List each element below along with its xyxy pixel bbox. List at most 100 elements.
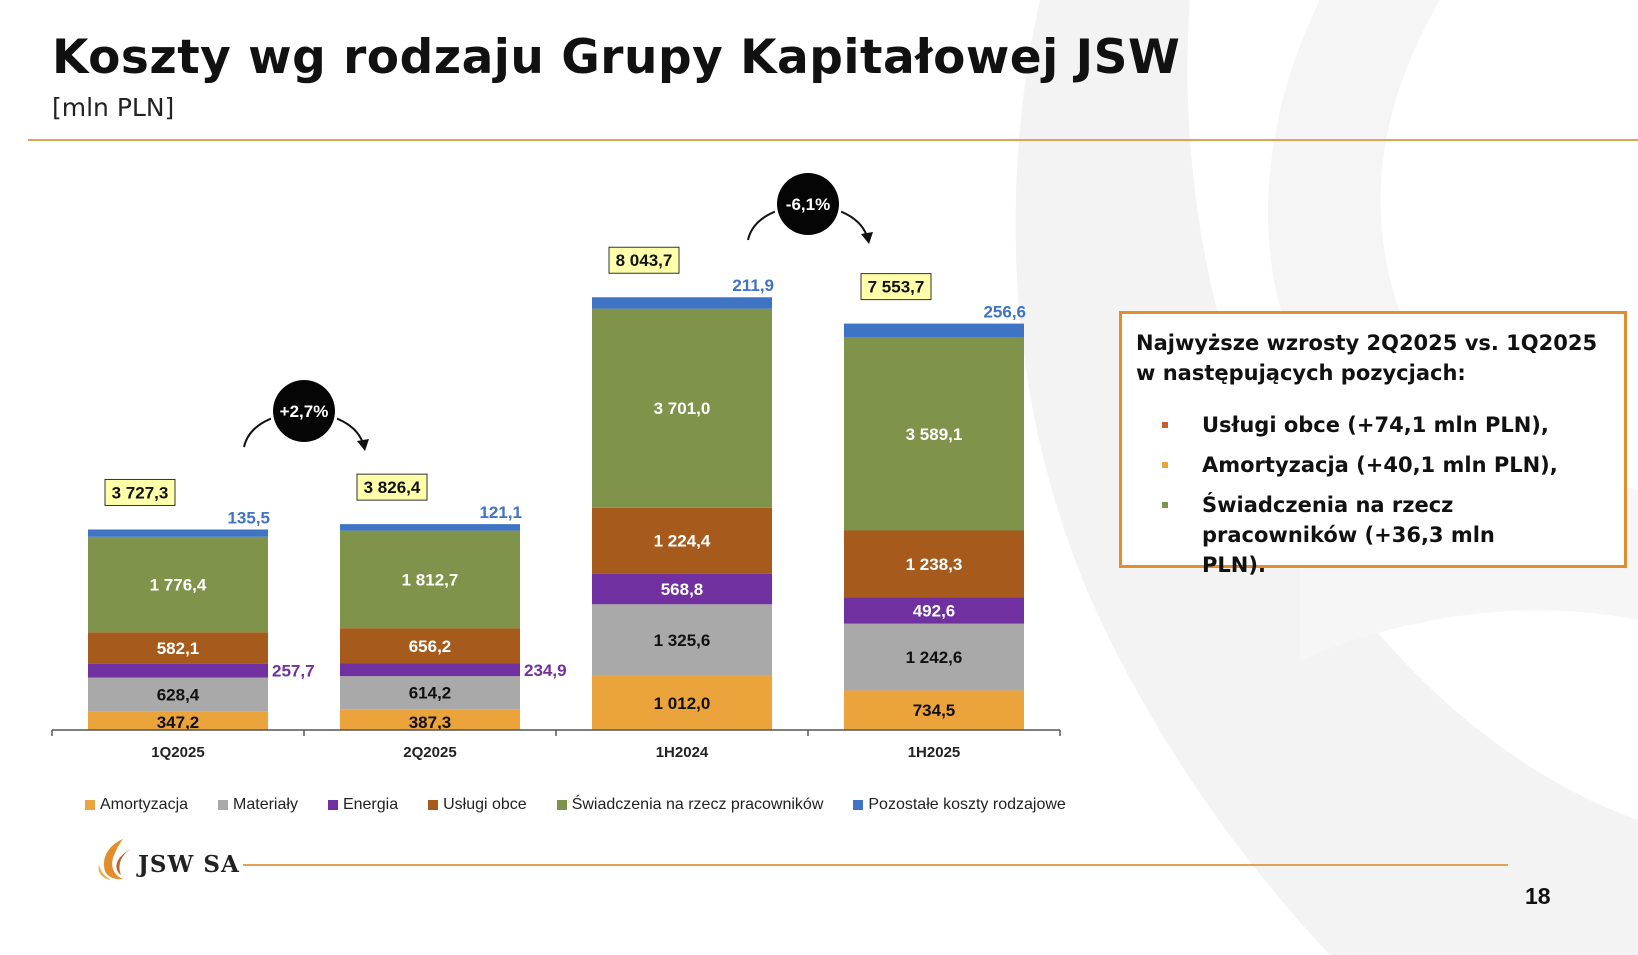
bar-1H2025-usługi-obce: [844, 530, 1024, 598]
info-item-text: Usługi obce (+74,1 mln PLN),: [1202, 413, 1549, 437]
info-item-amortyzacja: Amortyzacja (+40,1 mln PLN),: [1136, 450, 1608, 480]
change-circle: [273, 380, 335, 442]
bar-1Q2025-pozostałe-koszty-rodzajowe: [88, 529, 268, 537]
legend-item: Amortyzacja: [85, 796, 188, 814]
data-label: 1 238,3: [906, 555, 963, 574]
chart-legend: Amortyzacja Materiały Energia Usługi obce Św…: [85, 796, 1066, 814]
total-label-box: [104, 478, 176, 506]
data-label: 234,9: [524, 661, 567, 680]
info-heading: Najwyższe wzrosty 2Q2025 vs. 1Q2025 w na…: [1136, 328, 1608, 388]
bar-2Q2025-amortyzacja: [340, 709, 520, 730]
total-label-box: [860, 273, 932, 301]
info-item-uslugi-obce: Usługi obce (+74,1 mln PLN),: [1136, 410, 1608, 440]
bar-1H2025-świadczenia-na-rzecz-pracowników: [844, 337, 1024, 531]
legend-swatch: [327, 800, 338, 810]
data-label: 614,2: [409, 684, 452, 703]
bar-1H2024-świadczenia-na-rzecz-pracowników: [592, 308, 772, 508]
legend-label: Energia: [342, 796, 399, 813]
total-label: 3 727,3: [112, 483, 169, 502]
change-circle: [777, 173, 839, 235]
data-label: 121,1: [479, 503, 522, 522]
legend-swatch: [556, 800, 567, 810]
bar-1H2024-pozostałe-koszty-rodzajowe: [592, 297, 772, 309]
total-label-box: [356, 473, 428, 501]
logo-text: JSW SA: [138, 850, 240, 878]
bar-1H2024-usługi-obce: [592, 507, 772, 574]
data-label: 211,9: [732, 276, 774, 295]
info-item-text: Świadczenia na rzecz pracowników (+36,3 …: [1202, 493, 1495, 577]
data-label: 628,4: [157, 685, 200, 704]
info-item-swiadczenia: Świadczenia na rzecz pracowników (+36,3 …: [1136, 490, 1608, 580]
page-subtitle: [mln PLN]: [52, 93, 175, 122]
x-tick-label: 1H2024: [656, 744, 709, 761]
x-tick-label: 1H2025: [908, 744, 961, 761]
data-label: 1 325,6: [654, 631, 711, 650]
legend-label: Świadczenia na rzecz pracowników: [571, 796, 824, 813]
footer-divider: [243, 864, 1508, 866]
bullet-icon: [1162, 422, 1168, 428]
data-label: 257,7: [272, 662, 315, 681]
logo-flame-icon: [98, 839, 131, 880]
legend-swatch: [85, 800, 95, 810]
change-indicator: -6,1%: [747, 170, 873, 244]
bar-1Q2025-amortyzacja: [88, 711, 268, 730]
bar-1Q2025-usługi-obce: [88, 632, 268, 664]
bar-1Q2025-materiały: [88, 677, 268, 712]
bar-1Q2025-świadczenia-na-rzecz-pracowników: [88, 536, 268, 633]
info-heading-line-1: Najwyższe wzrosty 2Q2025 vs. 1Q2025: [1136, 331, 1598, 355]
data-label: 1 224,4: [654, 532, 711, 551]
legend-label: Pozostałe koszty rodzajowe: [868, 796, 1066, 813]
data-label: 3 589,1: [906, 425, 963, 444]
legend-item: Pozostałe koszty rodzajowe: [853, 796, 1066, 814]
bullet-icon: [1162, 462, 1168, 468]
bar-2Q2025-energia: [340, 663, 520, 677]
bar-2Q2025-pozostałe-koszty-rodzajowe: [340, 524, 520, 531]
bar-2Q2025-usługi-obce: [340, 628, 520, 664]
legend-swatch: [853, 800, 864, 810]
company-logo: JSW SA: [93, 835, 240, 881]
change-indicator: +2,7%: [243, 377, 369, 451]
data-label: 347,2: [157, 713, 200, 732]
page-number: 18: [1525, 883, 1551, 909]
legend-item: Usługi obce: [428, 796, 527, 814]
info-list: Usługi obce (+74,1 mln PLN), Amortyzacja…: [1136, 410, 1608, 580]
header-divider: [28, 139, 1638, 141]
data-label: 256,6: [983, 303, 1026, 322]
data-label: 387,3: [409, 713, 452, 732]
data-label: 734,5: [913, 701, 956, 720]
bar-1Q2025-energia: [88, 663, 268, 678]
data-label: 1 242,6: [906, 648, 963, 667]
legend-item: Energia: [327, 796, 399, 814]
arrowhead-icon: [861, 232, 873, 244]
legend-item: Materiały: [218, 796, 298, 814]
info-item-text: Amortyzacja (+40,1 mln PLN),: [1202, 453, 1558, 477]
data-label: 1 012,0: [654, 694, 711, 713]
bar-2Q2025-świadczenia-na-rzecz-pracowników: [340, 530, 520, 629]
legend-item: Świadczenia na rzecz pracowników: [556, 796, 824, 814]
info-box: Najwyższe wzrosty 2Q2025 vs. 1Q2025 w na…: [1119, 311, 1627, 577]
change-label: -6,1%: [786, 195, 830, 214]
data-label: 3 701,0: [654, 399, 711, 418]
x-tick-label: 2Q2025: [403, 744, 456, 761]
bar-1H2024-materiały: [592, 604, 772, 676]
data-label: 1 812,7: [402, 570, 459, 589]
change-label: +2,7%: [280, 402, 329, 421]
data-label: 135,5: [227, 508, 270, 527]
bullet-icon: [1162, 502, 1168, 508]
data-label: 656,2: [409, 637, 452, 656]
total-label: 8 043,7: [616, 251, 673, 270]
bar-1H2025-energia: [844, 597, 1024, 624]
legend-label: Usługi obce: [443, 796, 527, 813]
page-title: Koszty wg rodzaju Grupy Kapitałowej JSW: [52, 30, 1181, 85]
arrowhead-icon: [357, 439, 369, 451]
data-label: 568,8: [661, 580, 704, 599]
bar-1H2025-pozostałe-koszty-rodzajowe: [844, 323, 1024, 338]
x-tick-label: 1Q2025: [151, 744, 204, 761]
legend-swatch: [428, 800, 439, 810]
info-heading-line-2: w następujących pozycjach:: [1136, 361, 1466, 385]
total-label: 7 553,7: [868, 278, 925, 297]
bar-1H2024-amortyzacja: [592, 675, 772, 730]
legend-swatch: [218, 800, 229, 810]
bar-1H2025-amortyzacja: [844, 690, 1024, 730]
total-label: 3 826,4: [364, 478, 421, 497]
